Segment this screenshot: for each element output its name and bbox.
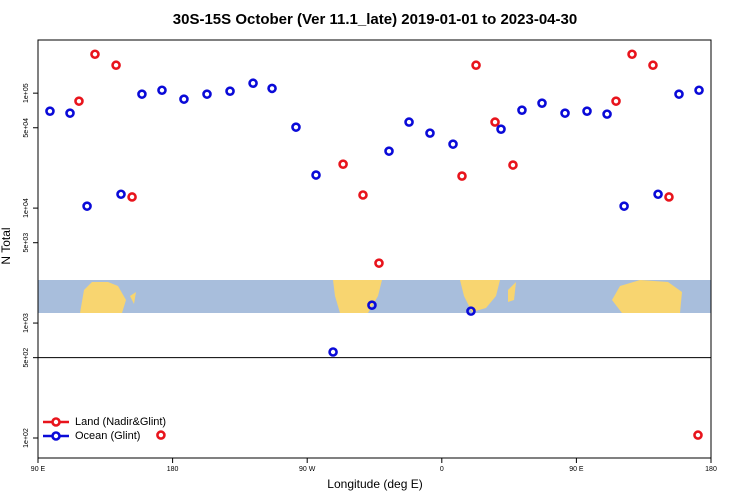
point bbox=[74, 96, 84, 106]
x-tick-label: 0 bbox=[440, 466, 444, 473]
point bbox=[156, 430, 166, 440]
point bbox=[471, 60, 481, 71]
x-tick-label: 90 W bbox=[299, 466, 316, 473]
legend-label: Land (Nadir&Glint) bbox=[75, 416, 166, 428]
x-axis-label: Longitude (deg E) bbox=[327, 477, 422, 491]
point bbox=[425, 128, 435, 138]
x-tick-label: 90 E bbox=[31, 466, 46, 473]
point bbox=[404, 117, 414, 127]
legend-label: Ocean (Glint) bbox=[75, 430, 140, 442]
point bbox=[694, 85, 704, 96]
point bbox=[328, 347, 338, 357]
point bbox=[508, 160, 518, 170]
legend-marker bbox=[51, 417, 61, 427]
point bbox=[65, 108, 75, 118]
legend-marker bbox=[51, 431, 61, 441]
point bbox=[127, 192, 137, 202]
x-tick-label: 180 bbox=[167, 466, 179, 473]
y-tick-label: 5e+04 bbox=[23, 118, 30, 138]
point bbox=[291, 122, 301, 132]
point bbox=[45, 106, 55, 116]
point bbox=[90, 49, 100, 60]
point bbox=[466, 306, 476, 316]
point bbox=[179, 94, 189, 104]
point bbox=[517, 105, 527, 115]
point bbox=[582, 106, 592, 116]
point bbox=[384, 146, 394, 156]
chart-title: 30S-15S October (Ver 11.1_late) 2019-01-… bbox=[173, 11, 577, 28]
point bbox=[367, 300, 377, 310]
point bbox=[693, 430, 703, 440]
plot-frame bbox=[37, 39, 712, 459]
point bbox=[202, 89, 212, 99]
y-axis-label: N Total bbox=[0, 227, 13, 264]
point bbox=[267, 83, 277, 94]
y-tick-label: 1e+05 bbox=[23, 83, 30, 103]
x-tick-label: 90 E bbox=[569, 466, 584, 473]
point bbox=[311, 170, 321, 180]
point bbox=[358, 190, 368, 200]
point bbox=[374, 258, 384, 268]
point bbox=[619, 201, 629, 211]
point bbox=[560, 108, 570, 118]
y-tick-label: 1e+02 bbox=[23, 428, 30, 448]
point bbox=[137, 89, 147, 99]
y-tick-label: 5e+03 bbox=[23, 233, 30, 253]
point bbox=[490, 117, 500, 127]
point bbox=[116, 189, 126, 200]
point bbox=[457, 171, 467, 181]
x-tick-label: 180 bbox=[705, 466, 717, 473]
point bbox=[648, 60, 658, 71]
point bbox=[225, 86, 235, 96]
point bbox=[653, 189, 663, 200]
y-tick-label: 1e+03 bbox=[23, 313, 30, 333]
point bbox=[448, 139, 458, 149]
point bbox=[82, 201, 92, 211]
point bbox=[157, 85, 167, 96]
point bbox=[496, 124, 506, 134]
point bbox=[338, 159, 348, 169]
point bbox=[602, 109, 612, 119]
point bbox=[664, 192, 674, 202]
point bbox=[111, 60, 121, 71]
point bbox=[674, 89, 684, 99]
point bbox=[248, 78, 258, 89]
y-tick-label: 1e+04 bbox=[23, 198, 30, 218]
point bbox=[627, 49, 637, 60]
point bbox=[537, 98, 547, 108]
point bbox=[611, 96, 621, 106]
y-tick-label: 5e+02 bbox=[23, 348, 30, 368]
